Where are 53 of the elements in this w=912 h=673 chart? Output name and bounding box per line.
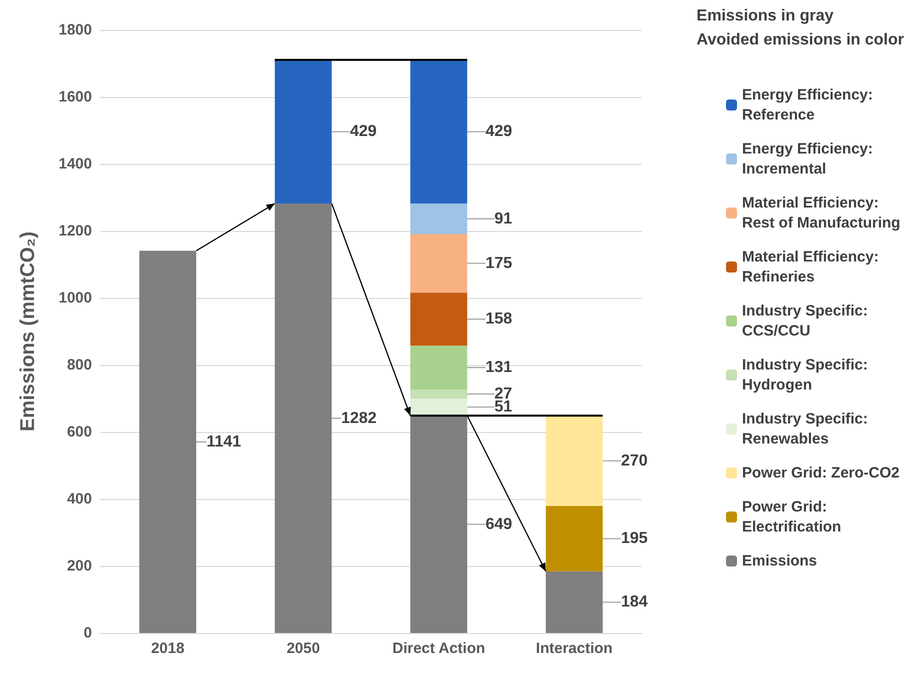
bar	[410, 292, 468, 346]
y-tick-label: 200	[66, 558, 92, 574]
legend-label: Power Grid: Zero-CO2	[742, 464, 900, 482]
bar	[410, 389, 468, 398]
bar	[546, 506, 603, 572]
data-label: 131	[486, 359, 512, 376]
data-label: 429	[350, 123, 377, 140]
data-label: 1141	[206, 433, 242, 450]
bar	[410, 204, 468, 234]
x-tick-label: 2050	[286, 640, 320, 657]
bar	[410, 346, 468, 390]
data-label: 51	[494, 398, 512, 416]
y-tick-label: 600	[66, 424, 92, 440]
y-axis-title: Emissions (mmtCO₂)	[17, 231, 39, 432]
legend-title: Emissions in gray Avoided emissions in color	[696, 8, 904, 48]
bar	[139, 250, 196, 633]
y-tick-label: 1800	[58, 22, 92, 38]
bar	[410, 234, 468, 293]
bar	[410, 398, 468, 416]
y-tick-label: 1000	[58, 290, 92, 306]
legend-label: Energy Efficiency: Reference	[742, 86, 878, 124]
y-tick-label: 0	[84, 624, 92, 642]
x-tick-label: Interaction	[536, 640, 613, 657]
y-tick-label: 800	[66, 356, 92, 374]
data-label: 175	[486, 254, 512, 272]
bar	[410, 60, 468, 204]
legend-label: Material Efficiency: Rest of Manufacturing	[742, 194, 900, 232]
legend-label: Industry Specific: Renewables	[742, 410, 872, 448]
x-tick-label: Direct Action	[392, 640, 486, 657]
data-label: 158	[486, 310, 512, 328]
data-label: 270	[621, 452, 648, 470]
legend-label: Energy Efficiency: Incremental	[742, 140, 878, 178]
bar	[546, 571, 603, 633]
data-label: 1282	[341, 410, 377, 427]
legend-label: Material Efficiency: Refineries	[742, 248, 883, 286]
y-tick-label: 1200	[58, 222, 92, 240]
legend-label: Industry Specific: Hydrogen	[742, 356, 872, 394]
y-tick-label: 1400	[58, 156, 92, 172]
data-label: 184	[621, 594, 648, 611]
data-label: 91	[494, 210, 512, 228]
legend-label: Power Grid: Electrification	[742, 498, 842, 536]
data-label: 429	[486, 123, 512, 140]
bar	[274, 60, 332, 204]
data-label: 649	[486, 516, 512, 533]
legend-label: Industry Specific: CCS/CCU	[742, 302, 872, 340]
y-tick-label: 400	[66, 490, 92, 508]
y-tick-label: 1600	[58, 88, 92, 106]
legend-label: Emissions	[742, 552, 818, 570]
bar	[546, 416, 603, 506]
bar	[274, 204, 332, 633]
bar	[410, 416, 468, 633]
data-label: 195	[621, 530, 648, 548]
x-tick-label: 2018	[151, 640, 184, 657]
